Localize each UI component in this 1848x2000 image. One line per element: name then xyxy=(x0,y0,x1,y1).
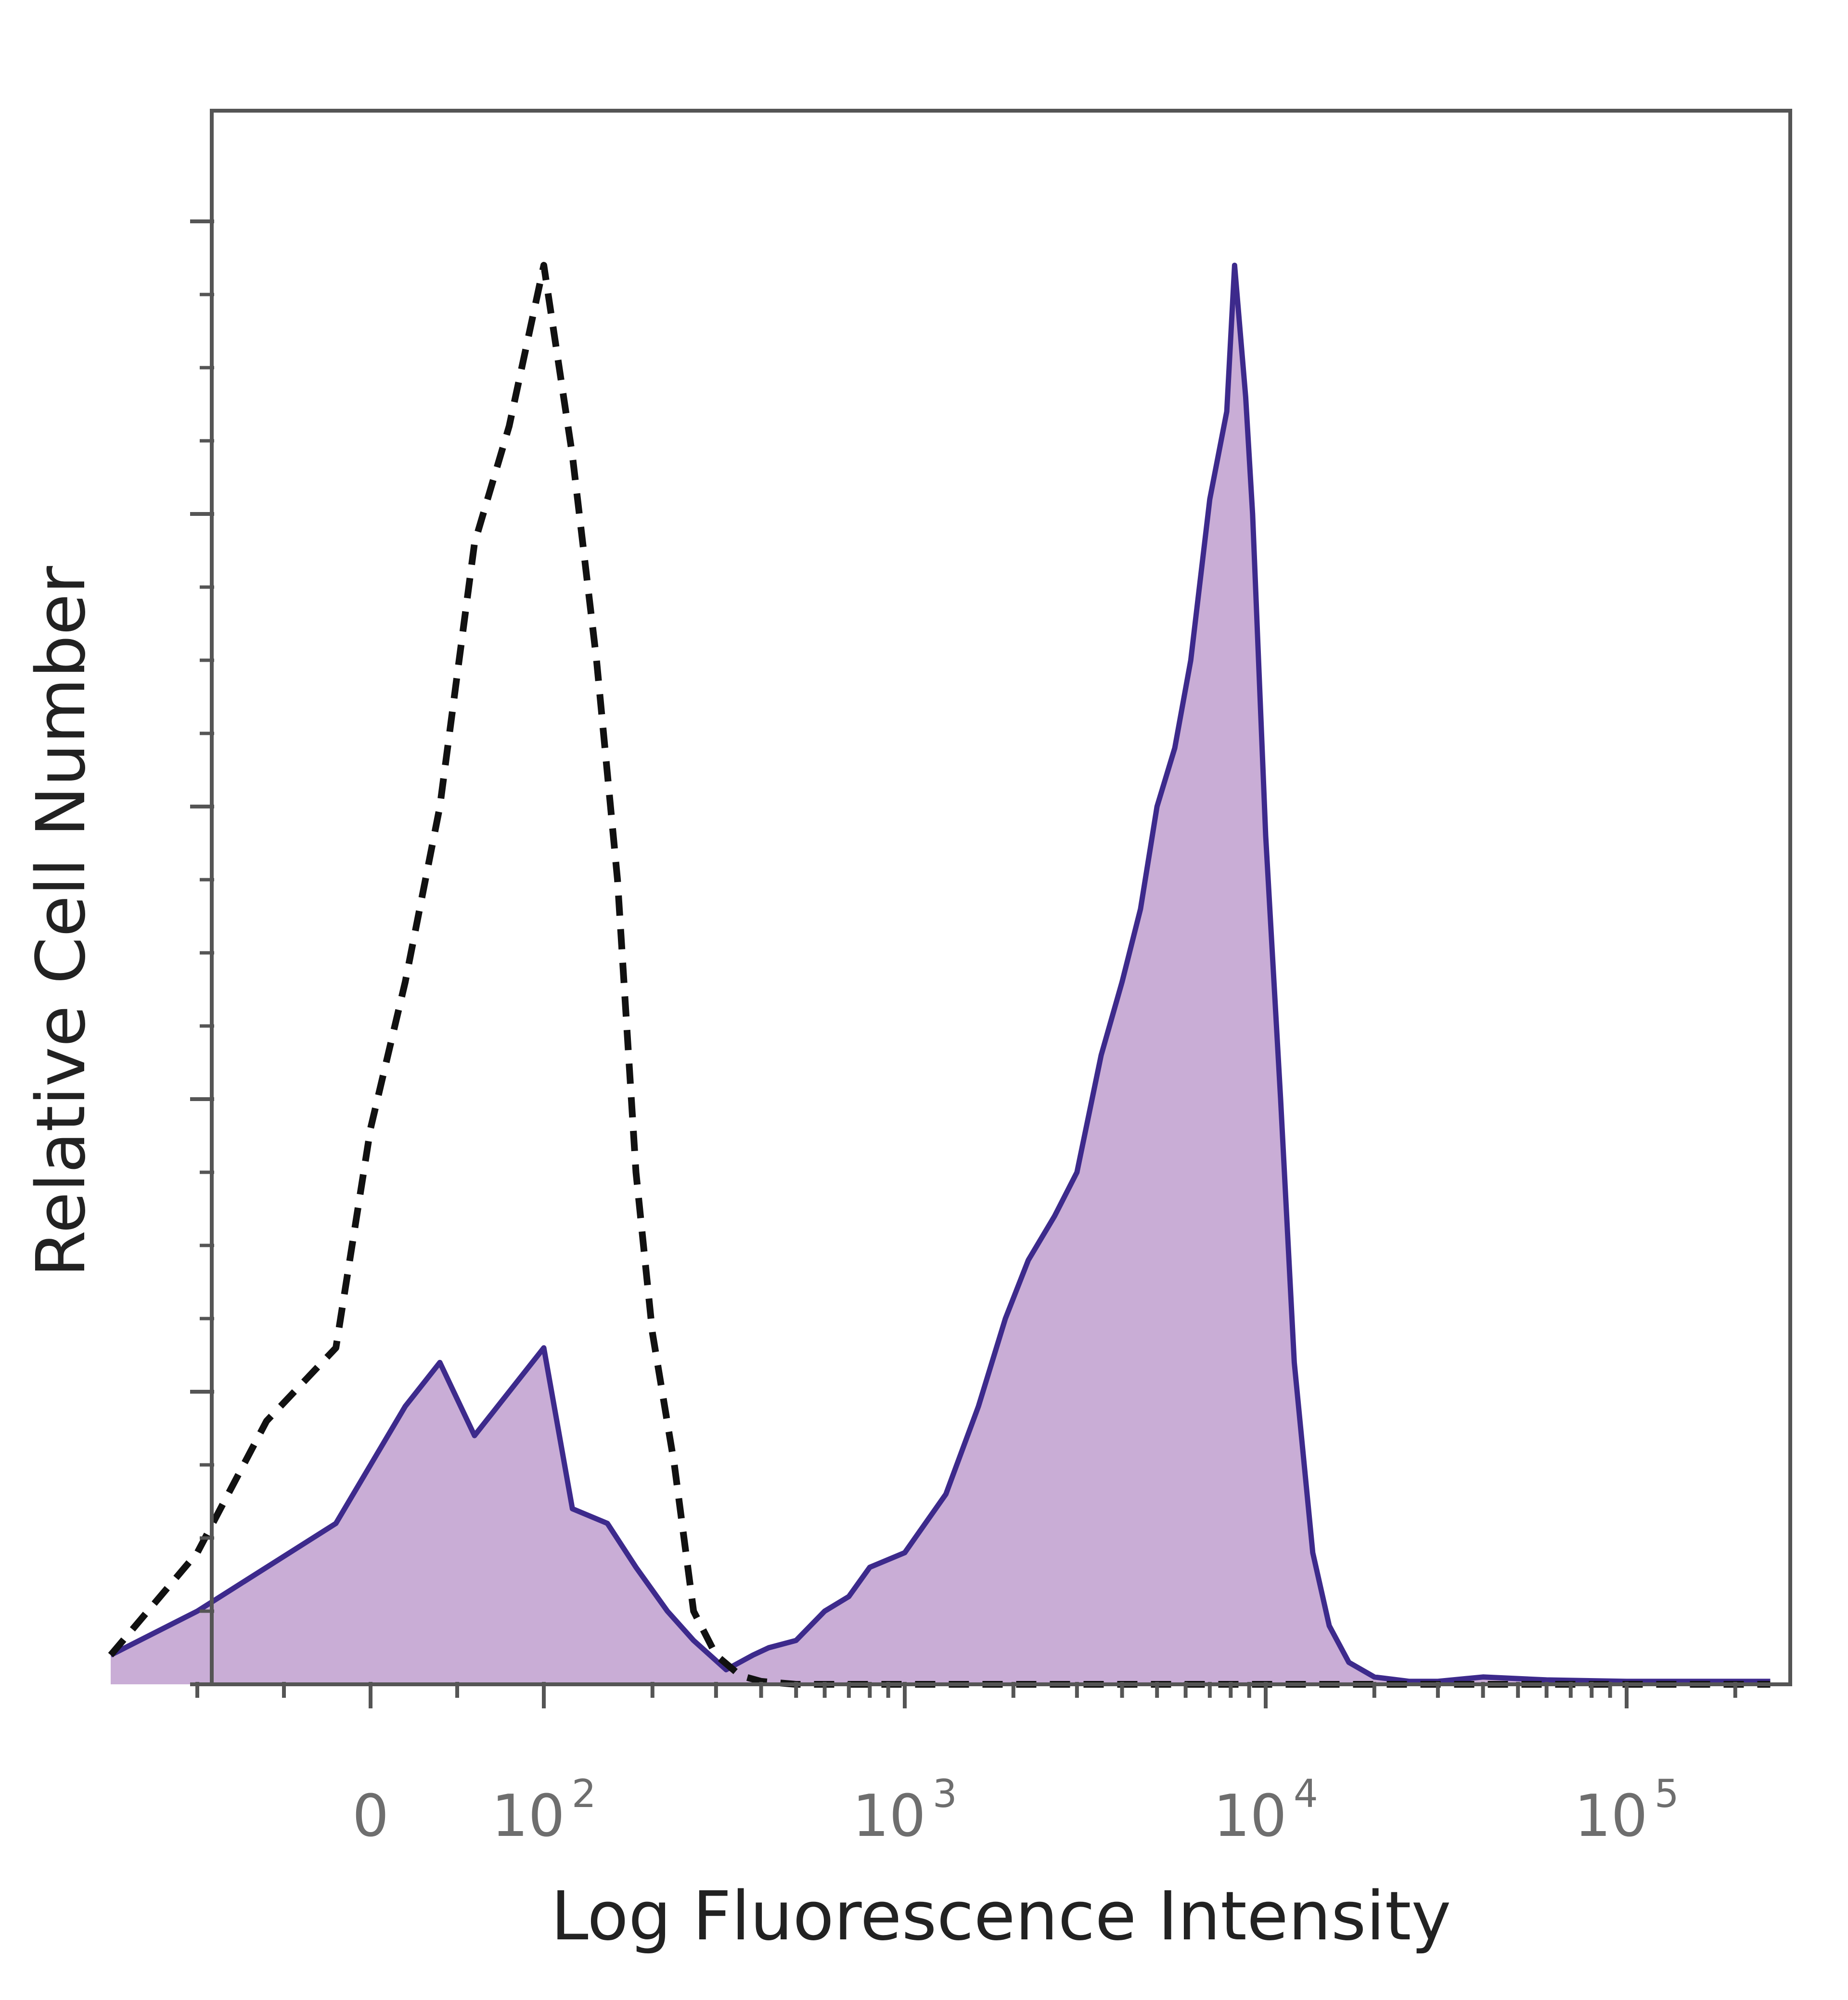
x-tick-label: 10 2 xyxy=(491,1771,596,1850)
plot-frame xyxy=(210,109,1792,1686)
x-tick-label: 10 3 xyxy=(852,1771,957,1850)
x-tick-label: 10 4 xyxy=(1213,1771,1318,1850)
y-axis-ticks xyxy=(190,219,214,1686)
x-axis-ticks xyxy=(195,1682,1737,1708)
control-histogram-dashed-outline xyxy=(108,262,1771,1688)
x-axis-tick-labels: 0 10 2 10 3 10 4 10 5 xyxy=(352,1771,1679,1850)
y-axis-title: Relative Cell Number xyxy=(22,566,101,1277)
x-axis-title: Log Fluorescence Intensity xyxy=(551,1877,1451,1956)
stained-histogram-outline xyxy=(109,262,1771,1684)
x-tick-label: 0 xyxy=(352,1783,389,1850)
x-tick-label: 10 5 xyxy=(1574,1771,1679,1850)
stained-histogram-fill xyxy=(111,265,1771,1685)
plot-area xyxy=(108,109,1792,1688)
